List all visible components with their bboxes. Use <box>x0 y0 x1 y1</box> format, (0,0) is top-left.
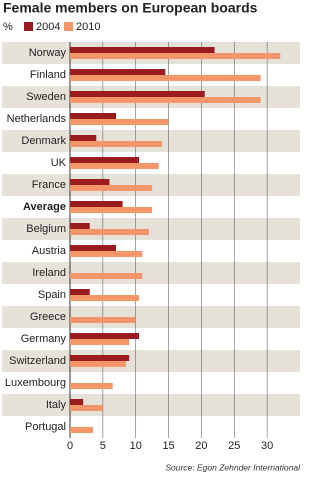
bar <box>70 91 205 97</box>
y-tick-label: Switzerland <box>9 355 66 367</box>
bar <box>70 119 169 125</box>
bar <box>70 251 143 257</box>
bar <box>70 399 84 405</box>
y-tick-label: Italy <box>46 399 67 411</box>
x-tick-label: 10 <box>130 440 142 452</box>
y-tick-label: Germany <box>21 333 67 345</box>
y-tick-label: Luxembourg <box>5 377 66 389</box>
bar <box>70 427 93 433</box>
y-tick-label: Average <box>23 201 66 213</box>
y-tick-label: Denmark <box>21 135 66 147</box>
bar <box>70 53 281 59</box>
legend-swatch <box>24 22 33 31</box>
y-tick-label: Netherlands <box>7 113 67 125</box>
y-tick-label: Portugal <box>25 421 66 433</box>
x-tick-label: 0 <box>67 440 73 452</box>
y-tick-label: Norway <box>29 47 67 59</box>
bar <box>70 75 261 81</box>
legend-label: 2010 <box>76 21 100 33</box>
chart: Female members on European boards % Sour… <box>2 0 301 472</box>
y-tick-label: Finland <box>30 69 66 81</box>
y-tick-label: Greece <box>30 311 66 323</box>
bar <box>70 295 139 301</box>
bar <box>70 223 90 229</box>
y-tick-label: Belgium <box>26 223 66 235</box>
bar <box>70 97 261 103</box>
chart-title: Female members on European boards <box>3 0 258 16</box>
bar <box>70 317 136 323</box>
y-tick-label: Sweden <box>26 91 66 103</box>
bar <box>70 163 159 169</box>
x-tick-label: 30 <box>261 440 273 452</box>
x-tick-label: 5 <box>100 440 106 452</box>
y-tick-label: UK <box>51 157 67 169</box>
y-tick-label: Austria <box>32 245 67 257</box>
bar <box>70 273 143 279</box>
source: Source: Egon Zehnder International <box>165 462 301 472</box>
y-tick-label: Spain <box>38 289 66 301</box>
bar <box>70 245 116 251</box>
bar <box>70 47 215 53</box>
bar <box>70 361 126 367</box>
bar <box>70 339 130 345</box>
bar <box>70 69 166 75</box>
bar <box>70 201 123 207</box>
bar <box>70 333 139 339</box>
bar <box>70 289 90 295</box>
bar <box>70 185 153 191</box>
bar <box>70 405 103 411</box>
bar <box>70 141 162 147</box>
y-tick-label: Ireland <box>32 267 66 279</box>
bar <box>70 157 139 163</box>
bar <box>70 355 130 361</box>
legend-swatch <box>64 22 73 31</box>
bar <box>70 113 116 119</box>
bar <box>70 383 113 389</box>
bar <box>70 179 110 185</box>
bar <box>70 207 153 213</box>
y-tick-label: France <box>32 179 66 191</box>
x-tick-label: 20 <box>195 440 207 452</box>
unit-label: % <box>3 21 13 33</box>
bar <box>70 135 97 141</box>
bar <box>70 229 149 235</box>
legend-label: 2004 <box>36 21 60 33</box>
x-tick-label: 25 <box>228 440 240 452</box>
x-tick-label: 15 <box>162 440 174 452</box>
